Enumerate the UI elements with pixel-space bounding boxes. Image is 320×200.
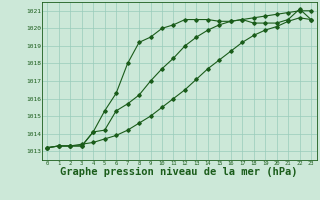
X-axis label: Graphe pression niveau de la mer (hPa): Graphe pression niveau de la mer (hPa) (60, 167, 298, 177)
